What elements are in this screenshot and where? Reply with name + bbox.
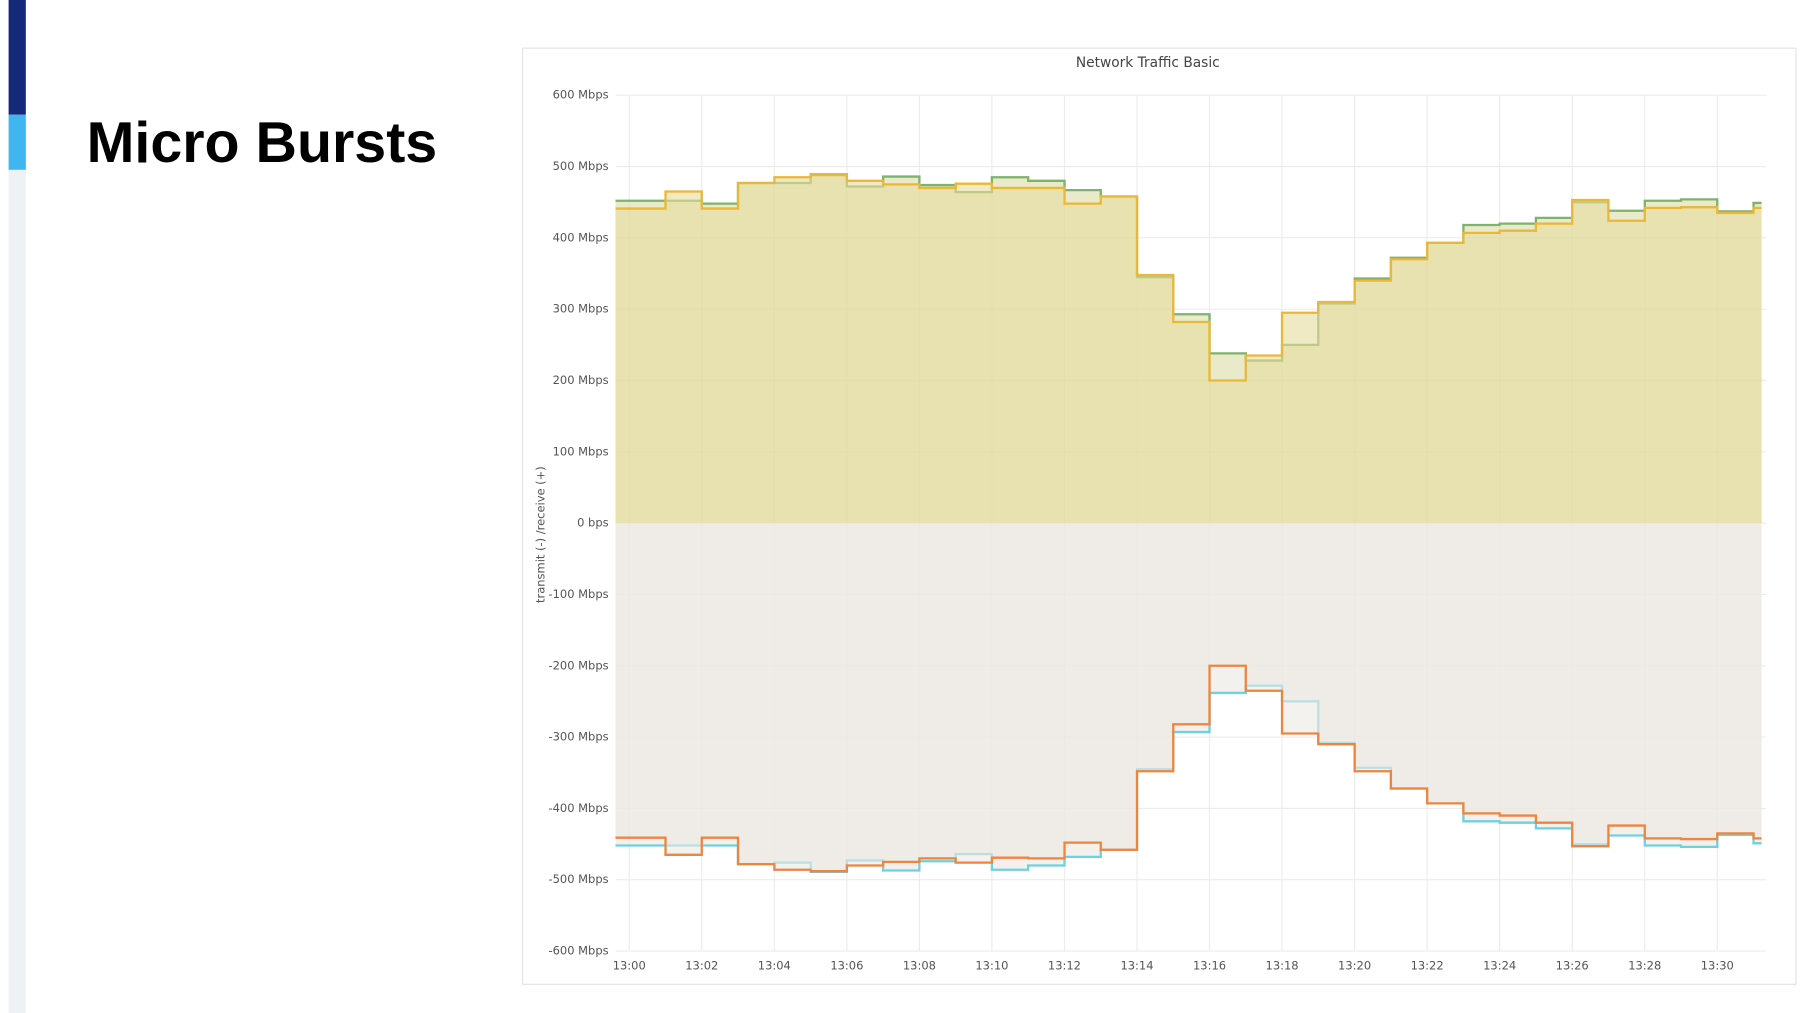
y-axis-label: transmit (-) /receive (+) xyxy=(533,466,547,603)
y-tick-label: 300 Mbps xyxy=(553,302,609,316)
chart-title: Network Traffic Basic xyxy=(1076,55,1220,71)
y-tick-label: -300 Mbps xyxy=(548,730,608,744)
x-tick-label: 13:22 xyxy=(1411,958,1444,972)
y-tick-label: 400 Mbps xyxy=(553,230,609,244)
x-tick-label: 13:10 xyxy=(975,958,1008,972)
slide-title: Micro Bursts xyxy=(87,111,438,175)
x-tick-label: 13:30 xyxy=(1701,958,1734,972)
area xyxy=(615,175,1762,524)
y-tick-label: 0 bps xyxy=(577,516,609,530)
x-tick-label: 13:24 xyxy=(1483,958,1516,972)
x-tick-label: 13:12 xyxy=(1048,958,1081,972)
y-tick-label: 500 Mbps xyxy=(553,159,609,173)
x-tick-label: 13:16 xyxy=(1193,958,1226,972)
y-tick-label: 600 Mbps xyxy=(553,88,609,102)
x-tick-label: 13:26 xyxy=(1556,958,1589,972)
line xyxy=(615,173,1762,382)
x-tick-label: 13:20 xyxy=(1338,958,1371,972)
y-tick-label: -500 Mbps xyxy=(548,872,608,886)
x-tick-label: 13:06 xyxy=(830,958,863,972)
area xyxy=(615,523,1762,872)
x-tick-label: 13:04 xyxy=(758,958,791,972)
side-accent-dark xyxy=(8,0,26,115)
side-accent-light xyxy=(8,114,26,170)
y-tick-label: -400 Mbps xyxy=(548,801,608,815)
y-tick-label: 100 Mbps xyxy=(553,444,609,458)
x-tick-label: 13:00 xyxy=(613,958,646,972)
x-tick-label: 13:18 xyxy=(1266,958,1299,972)
y-tick-label: -200 Mbps xyxy=(548,658,608,672)
y-tick-label: -600 Mbps xyxy=(548,944,608,958)
x-tick-label: 13:14 xyxy=(1120,958,1153,972)
x-tick-label: 13:28 xyxy=(1628,958,1661,972)
line xyxy=(615,664,1762,873)
y-tick-label: -100 Mbps xyxy=(548,587,608,601)
plot: -600 Mbps -500 Mbps -400 Mbps -300 Mbps -200… xyxy=(548,88,1767,972)
side-strip xyxy=(8,0,26,1013)
x-tick-label: 13:08 xyxy=(903,958,936,972)
x-tick-label: 13:02 xyxy=(685,958,718,972)
y-tick-label: 200 Mbps xyxy=(553,373,609,387)
